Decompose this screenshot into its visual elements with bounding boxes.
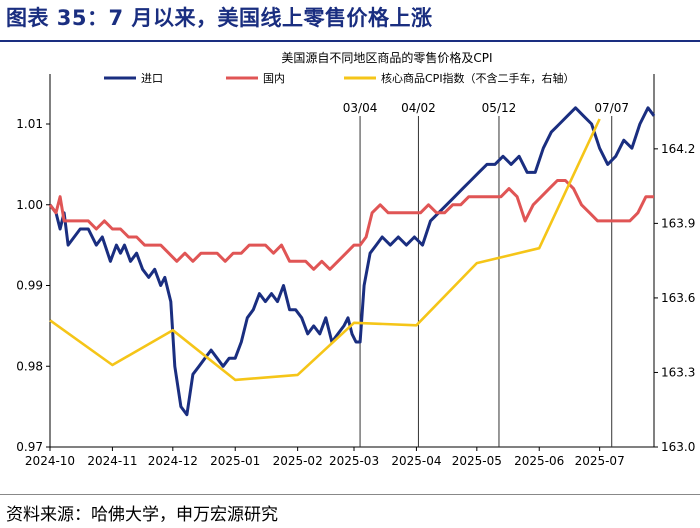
y-right-tick-label: 163.6: [661, 291, 695, 305]
event-label: 03/04: [343, 101, 378, 115]
plot-area: 0.97 0.98 0.99 1.00 1.01 163.0 163.3 163.6 163.9…: [16, 74, 695, 468]
y-left-tick-label: 0.97: [16, 440, 43, 454]
x-tick-label: 2025-05: [452, 454, 502, 468]
x-tick-label: 2025-03: [329, 454, 379, 468]
x-tick-label: 2025-07: [575, 454, 625, 468]
series-line-2: [48, 179, 654, 271]
x-tick-label: 2024-11: [87, 454, 137, 468]
series-line-3: [49, 118, 601, 382]
legend-label: 核心商品CPI指数（不含二手车，右轴）: [381, 71, 575, 85]
chart-title: 美国源自不同地区商品的零售价格及CPI: [281, 50, 492, 65]
x-tick-label: 2025-01: [210, 454, 260, 468]
event-label: 07/07: [594, 101, 629, 115]
y-right-tick-label: 163.9: [661, 216, 695, 230]
legend-label: 进口: [141, 72, 163, 85]
chart: 美国源自不同地区商品的零售价格及CPI 进口 国内 核心商品CPI指数（不含二手车，…: [16, 50, 695, 468]
x-tick-label: 2025-02: [273, 454, 323, 468]
legend-label: 国内: [263, 71, 285, 85]
x-tick-label: 2025-06: [514, 454, 564, 468]
figure-title: 图表 35：7 月以来，美国线上零售价格上涨: [6, 6, 433, 30]
y-left-tick-label: 0.99: [16, 279, 43, 293]
series-line-1: [48, 106, 656, 417]
y-right-tick-label: 164.2: [661, 142, 695, 156]
x-tick-label: 2025-04: [391, 454, 441, 468]
x-tick-label: 2024-10: [25, 454, 75, 468]
y-right-tick-label: 163.0: [661, 440, 695, 454]
title-divider: [0, 40, 700, 42]
event-label: 05/12: [482, 101, 517, 115]
y-left-tick-label: 1.01: [16, 117, 43, 131]
event-label: 04/02: [401, 101, 436, 115]
source-divider: [0, 494, 700, 495]
y-left-tick-label: 0.98: [16, 359, 43, 373]
x-tick-label: 2024-12: [148, 454, 198, 468]
y-left-tick-label: 1.00: [16, 198, 43, 212]
source-note: 资料来源：哈佛大学，申万宏源研究: [6, 505, 278, 525]
legend: 进口 国内 核心商品CPI指数（不含二手车，右轴）: [104, 71, 575, 85]
y-right-tick-label: 163.3: [661, 365, 695, 379]
